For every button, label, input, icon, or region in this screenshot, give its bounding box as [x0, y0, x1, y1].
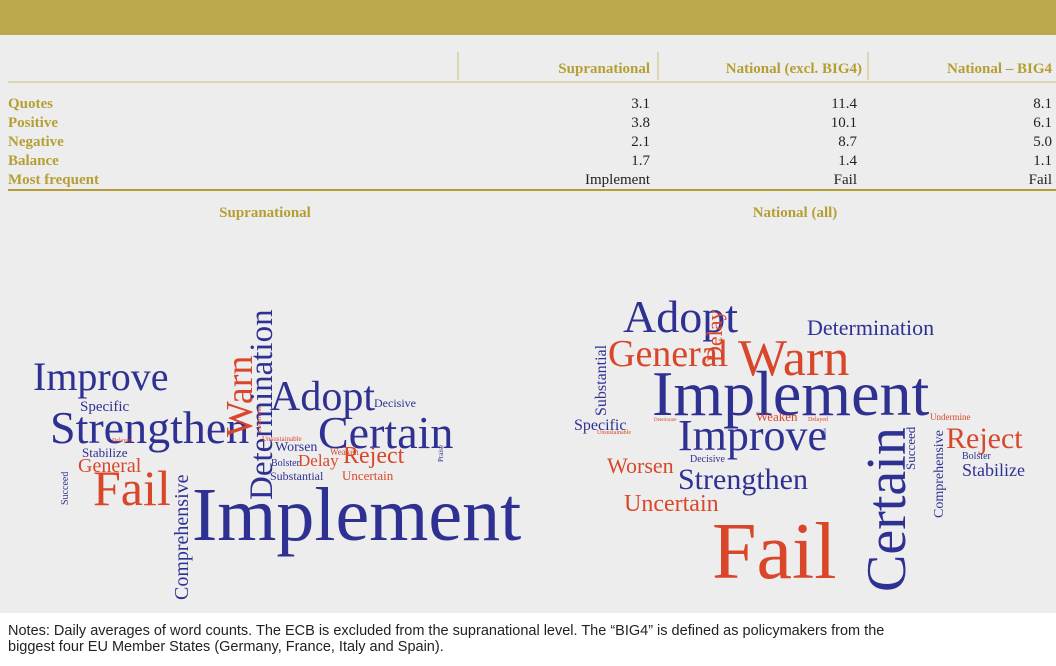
cell: 1.7 [631, 153, 650, 169]
cloud-word: Praise [823, 427, 828, 440]
cloud-word: Stabilize [82, 445, 128, 460]
row-label: Negative [8, 134, 64, 150]
cell: 2.1 [631, 134, 650, 150]
cloud-word: Decisive [374, 396, 416, 410]
cloud-word: Implement [192, 473, 521, 557]
cloud-word: Implement [652, 358, 929, 429]
cloud-word: Fail [93, 460, 171, 516]
cell: 3.1 [631, 96, 650, 112]
cloud-word: Comprehensive [932, 430, 947, 518]
cell: 5.0 [1033, 134, 1052, 150]
cell: Fail [834, 172, 857, 188]
cloud-word: Certain [318, 407, 453, 458]
cell: 1.4 [838, 153, 857, 169]
cloud-word: Determination [807, 315, 934, 340]
cell: 10.1 [831, 115, 857, 131]
cloud-word: Adopt [270, 374, 375, 420]
cloud-word: Specific [80, 399, 129, 415]
table: Supranational National (excl. BIG4) Nation… [8, 52, 1056, 191]
cloud-word: Deteriorate [654, 418, 677, 423]
cloud-word: Succeed [60, 472, 71, 505]
cloud-word: Strengthen [678, 463, 808, 496]
cloud-word: Strengthen [50, 402, 249, 453]
cell: 6.1 [1033, 115, 1052, 131]
cloud-word: Warn [219, 356, 261, 437]
row-label: Balance [8, 153, 59, 169]
column-header: Supranational [558, 61, 650, 77]
cell: 3.8 [631, 115, 650, 131]
cloud-word: Worsen [607, 453, 674, 478]
cloud-word: Reject [946, 422, 1023, 455]
cloud-title: Supranational [219, 205, 311, 221]
cloud-word: Weaken [756, 409, 798, 424]
cell: Fail [1029, 172, 1052, 188]
cloud-word: Succeed [903, 426, 918, 470]
note: Notes: Daily averages of word counts. Th… [8, 623, 884, 639]
cloud-word: Decisive [690, 454, 726, 465]
cloud-word: Specific [574, 417, 626, 434]
cell: 11.4 [831, 96, 857, 112]
cloud-word: Uncertain [342, 468, 394, 483]
cloud-word: Undermine [930, 412, 971, 422]
cloud-word: Praise [437, 445, 445, 462]
cloud-word: General [608, 333, 728, 375]
cloud-word: Improve [33, 354, 169, 399]
cloud-word: Bolster [962, 451, 992, 462]
cloud-word: General [78, 455, 142, 477]
cloud-word: Comprehensive [171, 474, 193, 600]
cloud-word: Delayed [112, 438, 132, 444]
cloud-word: Delay [298, 451, 339, 470]
cloud-word: Fail [712, 508, 836, 596]
cloud-word: Warn [738, 330, 849, 387]
cell: 8.7 [838, 134, 857, 150]
cloud-word: Worsen [275, 440, 317, 455]
cell: 8.1 [1033, 96, 1052, 112]
cloud-word: Adopt [623, 291, 738, 342]
panel [0, 35, 1056, 613]
cloud-word: Determination [244, 309, 280, 500]
cloud-word: Delayed [808, 417, 828, 423]
row-label: Most frequent [8, 172, 99, 188]
cloud-word: Improve [678, 411, 827, 460]
cloud-word: Certain [856, 427, 918, 592]
cloud-word: Undermine [257, 406, 263, 433]
cloud-word: Bolster [271, 458, 301, 469]
cloud-title: National (all) [753, 205, 838, 221]
word-clouds: SupranationalImproveSpecificStrengthenSt… [33, 205, 1025, 600]
column-header: National – BIG4 [947, 61, 1053, 77]
note: biggest four EU Member States (Germany, … [8, 639, 444, 655]
cell: Implement [585, 172, 651, 188]
cloud-word: Stabilize [962, 460, 1025, 480]
cell: 1.1 [1033, 153, 1052, 169]
row-label: Quotes [8, 96, 53, 112]
cloud-word: Reject [343, 443, 405, 469]
cloud-word: Substantial [593, 344, 610, 416]
cloud-word: Weaken [330, 447, 359, 457]
column-header: National (excl. BIG4) [726, 61, 862, 77]
cloud-word: Substantial [270, 469, 324, 483]
cloud-word: Unsustainable [262, 435, 302, 443]
cloud-word: Delay [702, 309, 727, 362]
header-band [0, 0, 1056, 35]
row-label: Positive [8, 115, 58, 131]
cloud-word: Uncertain [624, 491, 719, 517]
cloud-word: Unsustainable [597, 430, 631, 436]
